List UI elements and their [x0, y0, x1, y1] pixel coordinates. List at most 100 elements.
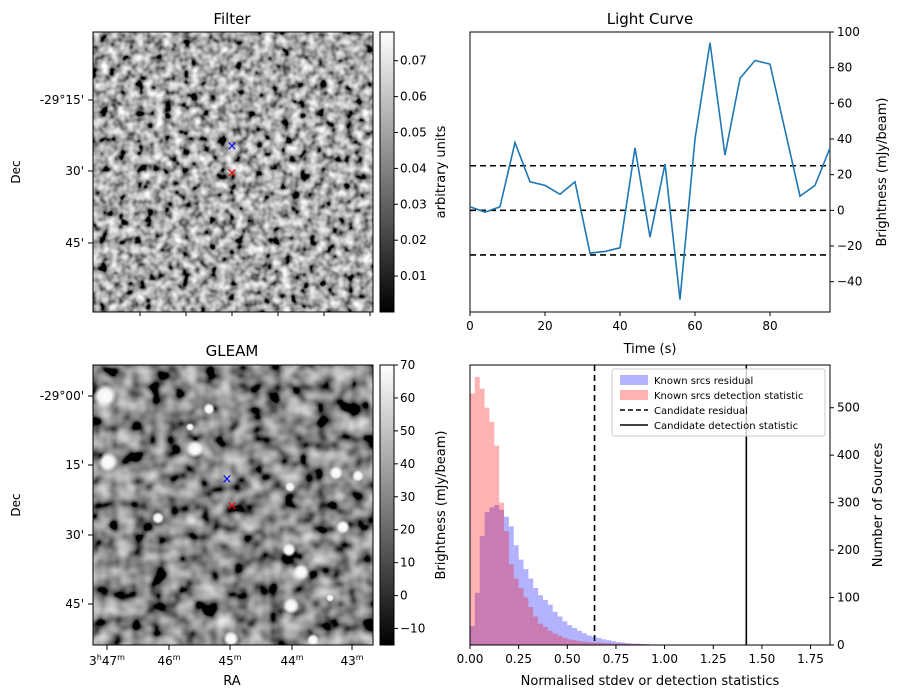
- filter-colorbar-tick-label: 0.05: [400, 126, 427, 140]
- filter-colorbar-label: arbitrary units: [434, 125, 449, 218]
- histogram-x-ticks: 0.00 0.25 0.50 0.75 1.00 1.25 1.50 1.75: [457, 645, 824, 666]
- gleam-frame: [92, 364, 374, 646]
- lightcurve-x-tick-label: 20: [537, 319, 552, 333]
- legend-label-candidate-residual: Candidate residual: [654, 406, 748, 417]
- histogram-bar-detection: [586, 642, 592, 645]
- gleam-colorbar-tick-label: 10: [400, 556, 415, 570]
- histogram-bar-residual: [538, 595, 543, 645]
- gleam-colorbar-label: Brightness (mJy/beam): [434, 431, 449, 580]
- histogram-bar-detection: [547, 630, 553, 645]
- filter-colorbar: [379, 31, 395, 313]
- histogram-x-label: Normalised stdev or detection statistics: [521, 674, 780, 689]
- histogram-bar-detection: [591, 642, 597, 645]
- lightcurve-x-label: Time (s): [623, 342, 677, 357]
- histogram-bar-residual: [567, 625, 573, 645]
- lightcurve-y-tick-label: 60: [837, 96, 852, 110]
- gleam-colorbar: [379, 364, 395, 646]
- filter-marker-blue: ×: [227, 139, 238, 154]
- histogram-bar-residual: [533, 588, 539, 645]
- histogram-bar-residual: [494, 505, 500, 645]
- histogram-bar-detection: [552, 633, 558, 645]
- gleam-panel: GLEAM × ×: [9, 342, 449, 689]
- histogram-bar-detection: [508, 564, 514, 645]
- filter-colorbar-tick-label: 0.03: [400, 197, 427, 211]
- histogram-bar-detection: [474, 376, 480, 645]
- filter-y-label: Dec: [9, 160, 23, 183]
- filter-y-tick-label: 30': [65, 164, 84, 178]
- legend-label-detection: Known srcs detection statistic: [654, 391, 803, 402]
- histogram-bar-residual: [596, 637, 602, 645]
- lightcurve-reference-lines: [470, 164, 830, 256]
- gleam-colorbar-tick-label: 60: [400, 391, 415, 405]
- gleam-marker-blue: ×: [222, 472, 233, 487]
- gleam-y-tick-label: -29°00': [40, 389, 84, 403]
- gleam-marker-red: ×: [227, 499, 238, 514]
- histogram-bar-detection: [513, 578, 519, 645]
- gleam-y-ticks: -29°00' 15' 30' 45': [40, 389, 93, 611]
- histogram-bar-residual: [508, 526, 514, 645]
- legend-swatch-detection: [620, 390, 648, 400]
- histogram-bar-detection: [596, 642, 602, 645]
- histogram-bar-residual: [606, 640, 612, 645]
- gleam-x-tick-label: 43m: [340, 653, 363, 668]
- histogram-bar-residual: [572, 627, 578, 645]
- filter-y-ticks: -29°15' 30' 45': [40, 93, 93, 250]
- histogram-bar-detection: [528, 607, 534, 645]
- histogram-y-ticks: 0 100 200 300 400 500: [830, 401, 860, 652]
- histogram-bar-detection: [479, 388, 485, 645]
- filter-y-tick-label: -29°15': [40, 93, 84, 107]
- filter-colorbar-tick-label: 0.02: [400, 233, 427, 247]
- histogram-bar-residual: [479, 535, 485, 645]
- histogram-x-tick-label: 1.00: [651, 652, 678, 666]
- histogram-bar-residual: [504, 516, 509, 645]
- histogram-bar-residual: [518, 559, 524, 645]
- gleam-y-tick-label: 15': [65, 458, 84, 472]
- histogram-bar-detection: [518, 588, 524, 645]
- histogram-bar-detection: [494, 445, 500, 645]
- histogram-bar-residual: [611, 641, 616, 645]
- histogram-x-tick-label: 1.75: [797, 652, 824, 666]
- histogram-bar-detection: [615, 643, 621, 645]
- histogram-y-tick-label: 100: [837, 591, 860, 605]
- gleam-y-tick-label: 45': [65, 597, 84, 611]
- histogram-bar-residual: [586, 635, 592, 645]
- lightcurve-x-tick-label: 40: [612, 319, 627, 333]
- histogram-bars: [470, 376, 665, 645]
- filter-frame: [92, 31, 374, 313]
- lightcurve-x-tick-label: 60: [687, 319, 702, 333]
- histogram-bar-residual: [581, 633, 587, 645]
- gleam-bright-sources: [93, 384, 364, 645]
- gleam-x-ticks: 3h47m 46m 45m 44m 43m: [89, 645, 364, 668]
- legend-label-candidate-detection: Candidate detection statistic: [654, 421, 798, 432]
- histogram-bar-residual: [489, 507, 495, 645]
- gleam-colorbar-tick-label: 40: [400, 457, 415, 471]
- histogram-x-tick-label: 1.25: [700, 652, 727, 666]
- lightcurve-y-label: Brightness (mJy/beam): [875, 98, 890, 247]
- gleam-title: GLEAM: [206, 342, 259, 360]
- lightcurve-y-ticks: −40 −20 0 20 40 60 80 100: [830, 25, 862, 289]
- legend-frame: [611, 368, 826, 437]
- lightcurve-x-ticks: 0 20 40 60 80: [466, 312, 778, 333]
- lightcurve-y-tick-label: 80: [837, 61, 852, 75]
- histogram-y-tick-label: 0: [837, 638, 845, 652]
- lightcurve-y-tick-label: 100: [837, 25, 860, 39]
- gleam-colorbar-tick-label: 30: [400, 490, 415, 504]
- histogram-bar-residual: [484, 512, 490, 645]
- lightcurve-y-tick-label: 0: [837, 203, 845, 217]
- histogram-bar-residual: [513, 545, 519, 645]
- filter-marker-red: ×: [227, 166, 238, 181]
- histogram-y-tick-label: 400: [837, 448, 860, 462]
- histogram-bar-residual: [499, 509, 505, 645]
- histogram-bar-detection: [499, 502, 505, 645]
- gleam-colorbar-tick-label: 0: [400, 589, 408, 603]
- lightcurve-x-tick-label: 0: [466, 319, 474, 333]
- filter-colorbar-tick-label: 0.06: [400, 90, 427, 104]
- histogram-bar-residual: [523, 569, 529, 645]
- histogram-bar-residual: [470, 626, 475, 645]
- gleam-colorbar-tick-label: 70: [400, 358, 415, 372]
- gleam-colorbar-ticks: −10 0 10 20 30 40 50 60 70: [394, 358, 425, 636]
- histogram-bar-detection: [572, 640, 578, 645]
- filter-x-ticks: [139, 312, 371, 316]
- histogram-x-tick-label: 1.50: [749, 652, 776, 666]
- histogram-y-tick-label: 500: [837, 401, 860, 415]
